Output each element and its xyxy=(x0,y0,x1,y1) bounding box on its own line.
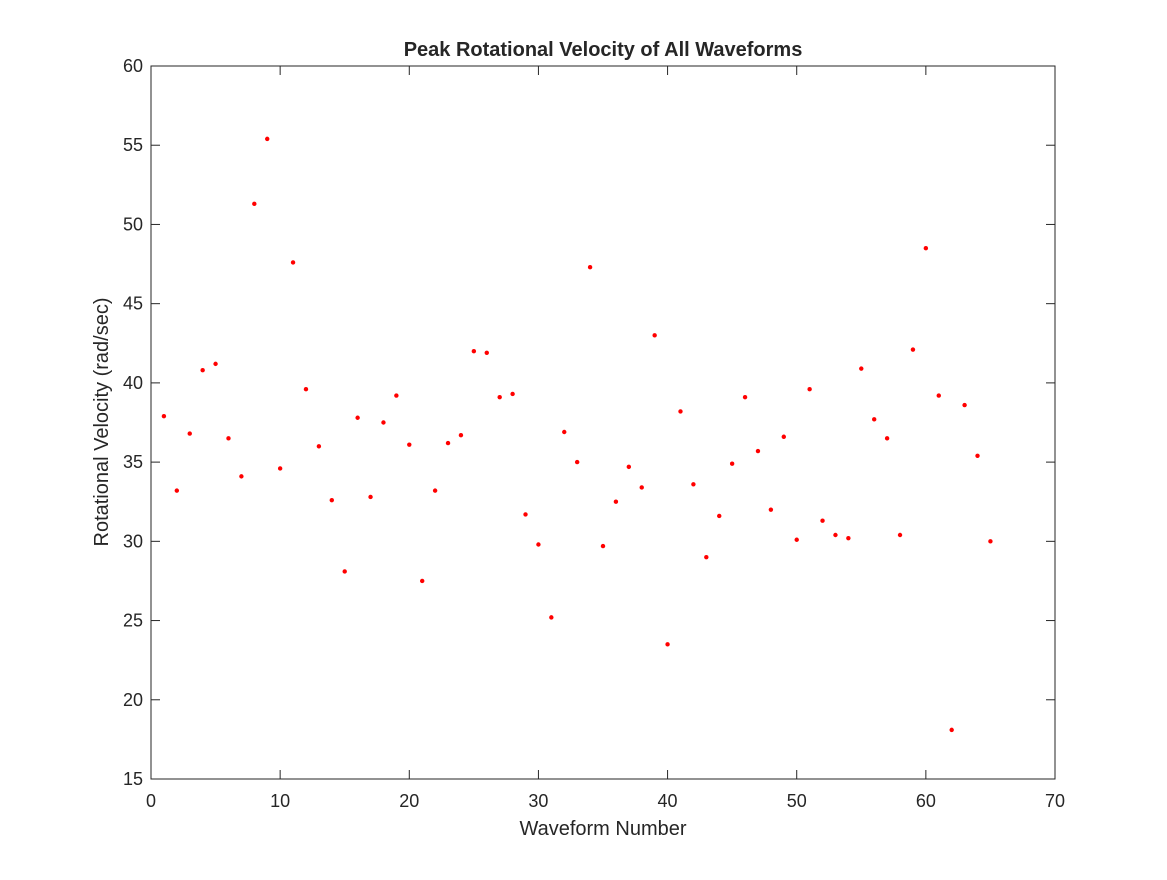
data-point xyxy=(316,444,322,449)
y-tick-label: 50 xyxy=(123,214,143,234)
data-point xyxy=(290,260,296,265)
data-point xyxy=(910,347,916,352)
data-point xyxy=(639,485,644,490)
data-point xyxy=(704,554,709,560)
data-point xyxy=(613,499,619,504)
data-point xyxy=(239,474,244,479)
data-point xyxy=(484,350,489,355)
y-tick-label: 55 xyxy=(123,135,143,155)
axis-ticks: 0 10 20 30 40 50 60 70 15 20 25 30 35 40 45 50 55 60 xyxy=(123,56,1065,811)
data-point xyxy=(600,543,606,549)
data-point xyxy=(303,387,309,392)
data-point xyxy=(161,413,167,419)
plot-background xyxy=(151,66,1055,779)
y-tick-label: 60 xyxy=(123,56,143,76)
x-tick-label: 50 xyxy=(787,791,807,811)
data-point xyxy=(342,569,347,574)
data-point xyxy=(497,394,502,400)
data-point xyxy=(432,488,438,493)
data-point xyxy=(988,539,993,544)
data-point xyxy=(665,642,670,647)
data-point xyxy=(652,333,657,338)
chart-title: Peak Rotational Velocity of All Waveform… xyxy=(404,39,803,61)
data-point xyxy=(226,436,231,441)
x-tick-label: 20 xyxy=(399,791,419,811)
y-tick-label: 15 xyxy=(123,769,143,789)
x-axis-label: Waveform Number xyxy=(519,818,686,840)
y-tick-label: 20 xyxy=(123,690,143,710)
data-point xyxy=(355,415,360,420)
data-point xyxy=(174,488,180,493)
x-tick-label: 60 xyxy=(916,791,936,811)
data-point xyxy=(471,349,477,354)
data-point xyxy=(200,368,205,373)
data-point xyxy=(768,507,774,512)
data-point xyxy=(368,494,373,500)
y-tick-label: 45 xyxy=(123,294,143,314)
data-point xyxy=(962,402,967,408)
data-point xyxy=(381,420,386,425)
data-point xyxy=(252,201,257,207)
data-point xyxy=(549,615,554,620)
y-tick-label: 35 xyxy=(123,452,143,472)
y-axis-label: Rotational Velocity (rad/sec) xyxy=(91,297,113,546)
x-tick-label: 10 xyxy=(270,791,290,811)
data-point xyxy=(562,429,567,435)
data-point xyxy=(394,393,399,398)
data-point xyxy=(717,513,722,519)
data-point xyxy=(536,542,541,547)
data-point xyxy=(884,436,890,441)
axes-box xyxy=(150,65,1056,780)
data-point xyxy=(187,431,192,436)
x-tick-label: 40 xyxy=(658,791,678,811)
x-tick-label: 30 xyxy=(528,791,548,811)
data-point xyxy=(445,440,451,446)
data-point xyxy=(587,265,593,270)
data-point xyxy=(781,434,786,439)
data-point xyxy=(691,482,696,487)
data-point xyxy=(678,409,683,414)
x-tick-label: 70 xyxy=(1045,791,1065,811)
data-point xyxy=(820,518,825,523)
data-point xyxy=(923,246,929,251)
data-point xyxy=(794,537,799,542)
data-point xyxy=(859,366,864,371)
data-point xyxy=(265,136,270,142)
data-point xyxy=(975,453,980,458)
data-point xyxy=(626,464,632,470)
data-point xyxy=(949,727,954,733)
data-point xyxy=(755,448,761,454)
y-tick-label: 40 xyxy=(123,373,143,393)
data-point xyxy=(846,535,851,541)
data-point xyxy=(277,466,283,471)
data-point xyxy=(574,459,580,465)
x-tick-label: 0 xyxy=(146,791,156,811)
data-point xyxy=(807,387,812,392)
y-tick-label: 30 xyxy=(123,531,143,551)
data-points xyxy=(161,136,993,733)
data-point xyxy=(523,512,528,517)
data-point xyxy=(510,391,515,397)
data-point xyxy=(897,532,903,538)
data-point xyxy=(742,394,748,400)
data-point xyxy=(329,497,334,503)
data-point xyxy=(833,532,838,538)
data-point xyxy=(872,417,877,422)
data-point xyxy=(936,393,941,398)
y-tick-label: 25 xyxy=(123,611,143,631)
data-point xyxy=(213,361,218,367)
data-point xyxy=(729,461,735,466)
data-point xyxy=(458,432,464,438)
data-point xyxy=(420,578,425,584)
data-point xyxy=(407,442,412,447)
